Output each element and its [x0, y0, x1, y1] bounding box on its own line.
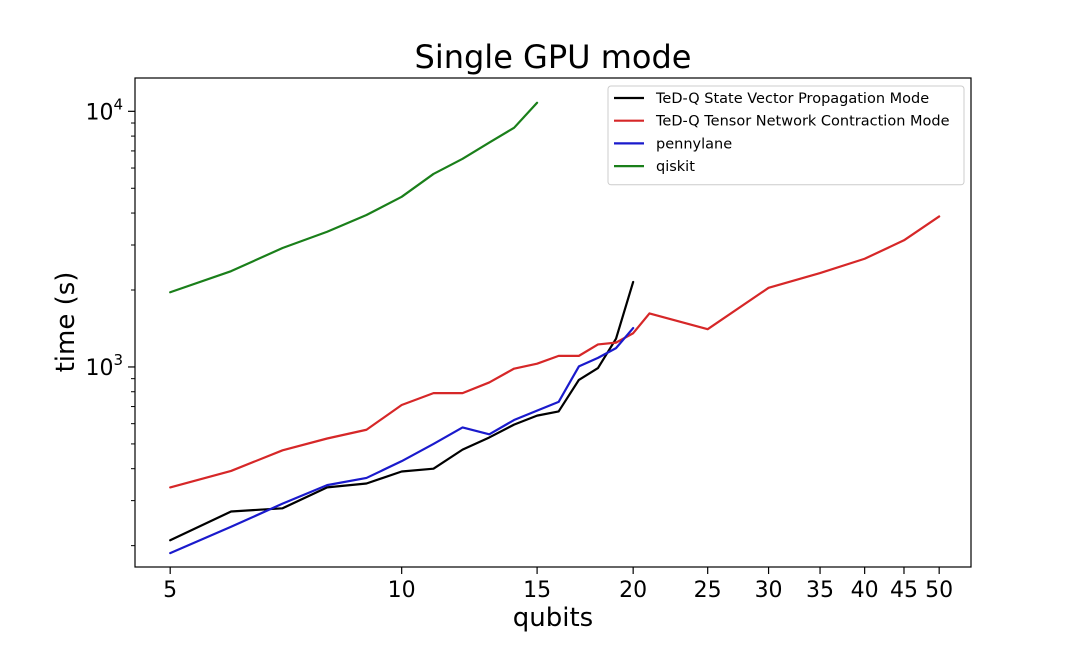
legend-label: TeD-Q Tensor Network Contraction Mode	[655, 114, 950, 130]
axes-frame	[134, 77, 972, 568]
legend-label: pennylane	[656, 136, 732, 152]
x-tick-label: 35	[806, 578, 834, 603]
x-tick-label: 45	[890, 578, 918, 603]
series-line-2	[169, 326, 635, 555]
x-axis-label: qubits	[513, 603, 593, 633]
legend-label: qiskit	[656, 159, 695, 175]
series-line-3	[169, 101, 539, 294]
x-tick-label: 5	[163, 578, 177, 603]
x-tick-label: 30	[755, 578, 783, 603]
axes-layer: 5 10 15 20 25 30 35 40 45 50 103 104	[85, 77, 972, 603]
legend: TeD-Q State Vector Propagation Mode TeD-Q…	[607, 85, 965, 186]
x-tick-label: 40	[851, 578, 879, 603]
series-line-0	[169, 280, 635, 542]
series-layer	[169, 101, 941, 555]
legend-label: TeD-Q State Vector Propagation Mode	[655, 91, 929, 107]
y-axis-label: time (s)	[51, 272, 81, 373]
x-tick-label: 15	[523, 578, 551, 603]
x-tick-label: 25	[694, 578, 722, 603]
legend-box	[607, 85, 965, 186]
x-tick-label: 20	[619, 578, 647, 603]
y-tick-label: 103	[85, 351, 123, 381]
y-tick-label: 104	[85, 95, 123, 125]
chart-title: Single GPU mode	[415, 38, 692, 76]
series-line-1	[169, 215, 941, 489]
x-tick-label: 50	[925, 578, 953, 603]
x-tick-label: 10	[388, 578, 416, 603]
